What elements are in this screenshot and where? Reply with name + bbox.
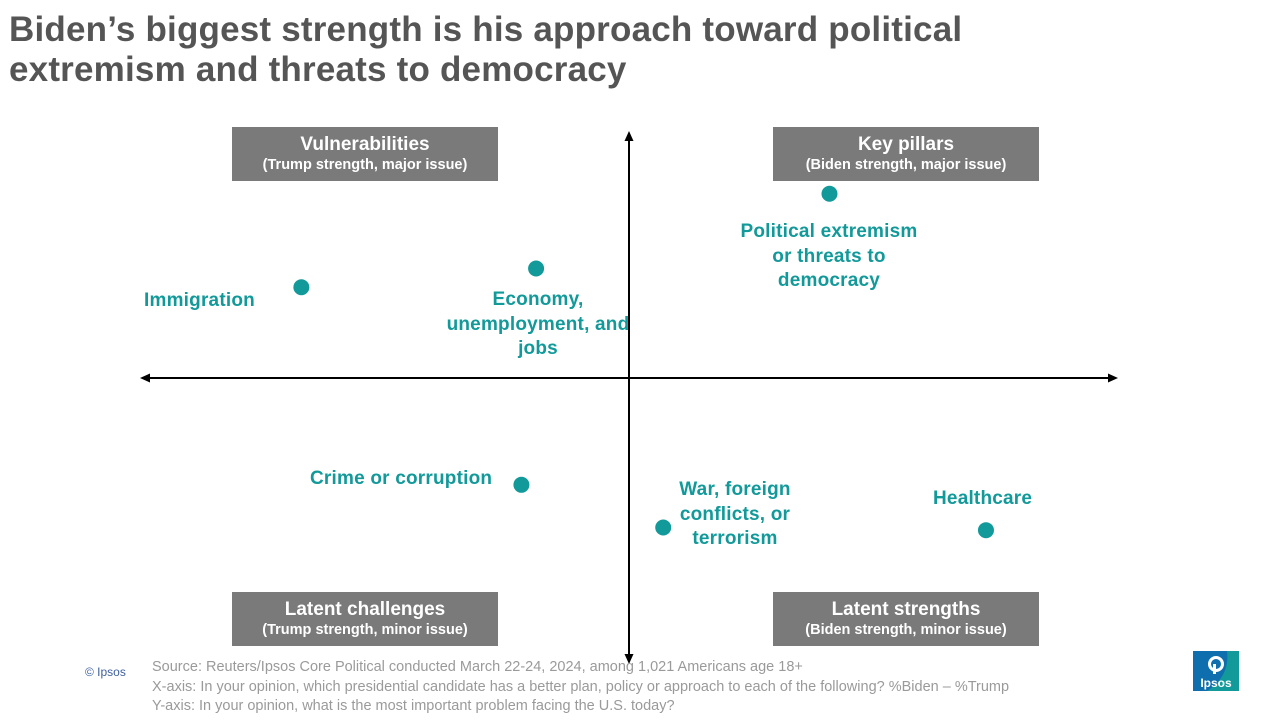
copyright-text: © Ipsos (85, 665, 126, 679)
page-title: Biden’s biggest strength is his approach… (9, 10, 1249, 90)
point-label-line: or threats to (772, 245, 886, 267)
data-point-war (655, 519, 672, 536)
quadrant-subtitle: (Trump strength, minor issue) (262, 622, 468, 638)
point-label-immigration: Immigration (144, 289, 255, 314)
point-label-line: democracy (777, 270, 881, 291)
x-axis-arrow-left (140, 373, 150, 383)
quadrant-subtitle: (Trump strength, major issue) (262, 157, 468, 173)
y-axis-arrow-bottom (624, 654, 634, 664)
source-line: Source: Reuters/Ipsos Core Political con… (152, 659, 803, 675)
point-label-healthcare: Healthcare (933, 487, 1032, 512)
quadrant-name: Vulnerabilities (300, 134, 430, 155)
point-label-extremism: Political extremism or threats to democr… (724, 220, 934, 294)
data-point-economy (528, 260, 545, 277)
title-line-2: extremism and threats to democracy (9, 50, 627, 89)
logo-text: Ipsos (1200, 676, 1232, 690)
quadrant-subtitle: (Biden strength, minor issue) (805, 622, 1007, 638)
ipsos-logo: Ipsos (1193, 651, 1239, 691)
point-label-line: War, foreign (679, 479, 791, 500)
y-axis-arrow-top (624, 131, 634, 141)
point-label-line: unemployment, and (446, 313, 630, 335)
data-point-extremism (821, 185, 838, 202)
point-label-line: Healthcare (933, 488, 1033, 509)
point-label-line: Crime or corruption (310, 468, 493, 489)
quadrant-latent-challenges: Latent challenges (Trump strength, minor… (232, 592, 498, 646)
quadrant-key-pillars: Key pillars (Biden strength, major issue… (773, 127, 1039, 181)
quadrant-name: Latent strengths (831, 599, 981, 620)
point-label-line: conflicts, or (679, 503, 791, 525)
data-point-healthcare (977, 522, 994, 539)
point-label-line: jobs (518, 338, 558, 359)
x-axis-note: X-axis: In your opinion, which president… (152, 678, 1010, 695)
point-label-line: Economy, (492, 289, 584, 310)
point-label-line: terrorism (692, 528, 778, 549)
point-label-crime: Crime or corruption (310, 467, 492, 492)
quadrant-vulnerabilities: Vulnerabilities (Trump strength, major i… (232, 127, 498, 181)
y-axis-note: Y-axis: In your opinion, what is the mos… (152, 698, 675, 714)
quadrant-subtitle: (Biden strength, major issue) (805, 157, 1007, 173)
data-point-crime (513, 476, 530, 493)
quadrant-latent-strengths: Latent strengths (Biden strength, minor … (773, 592, 1039, 646)
title-line-1: Biden’s biggest strength is his approach… (9, 10, 963, 49)
quadrant-name: Latent challenges (284, 599, 446, 620)
source-notes: Source: Reuters/Ipsos Core Political con… (152, 658, 1009, 717)
point-label-war: War, foreign conflicts, or terrorism (664, 478, 806, 552)
quadrant-name: Key pillars (857, 134, 955, 155)
data-point-immigration (293, 279, 310, 296)
point-label-economy: Economy, unemployment, and jobs (432, 288, 644, 362)
point-label-line: Immigration (144, 290, 255, 311)
x-axis-arrow-right (1108, 373, 1118, 383)
point-label-line: Political extremism (740, 221, 918, 242)
